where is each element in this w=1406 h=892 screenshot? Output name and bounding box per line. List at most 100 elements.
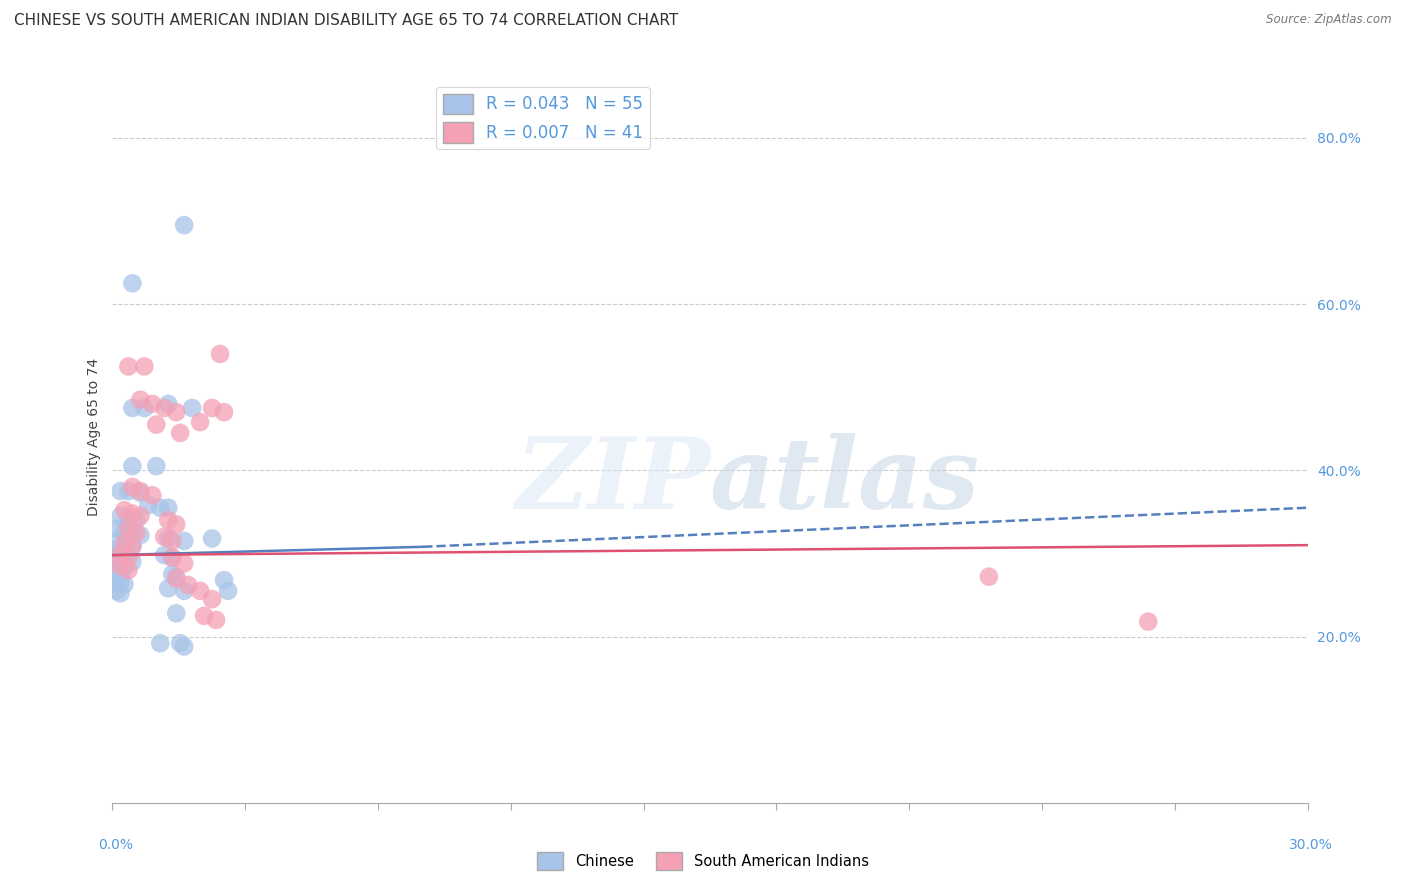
Text: 30.0%: 30.0% <box>1288 838 1333 853</box>
Point <box>105 583 128 598</box>
Point <box>162 550 183 565</box>
Point <box>125 513 148 527</box>
Point <box>977 570 1000 584</box>
Point <box>121 525 143 540</box>
Point <box>117 511 139 525</box>
Point <box>134 359 156 374</box>
Point <box>141 488 163 502</box>
Point <box>121 538 143 552</box>
Point <box>105 573 128 587</box>
Point <box>145 459 167 474</box>
Point <box>114 553 135 567</box>
Point <box>173 583 195 598</box>
Point <box>129 528 152 542</box>
Point <box>114 536 135 550</box>
Point <box>165 517 187 532</box>
Point <box>121 540 143 554</box>
Point <box>117 521 139 535</box>
Point <box>105 542 128 557</box>
Point <box>201 401 224 415</box>
Y-axis label: Disability Age 65 to 74: Disability Age 65 to 74 <box>87 358 101 516</box>
Point <box>157 532 180 546</box>
Legend: Chinese, South American Indians: Chinese, South American Indians <box>531 847 875 876</box>
Point <box>129 392 152 407</box>
Point <box>117 359 139 374</box>
Point <box>110 569 132 583</box>
Point <box>212 573 235 587</box>
Point <box>157 513 180 527</box>
Text: Source: ZipAtlas.com: Source: ZipAtlas.com <box>1267 13 1392 27</box>
Point <box>201 532 224 546</box>
Point <box>105 558 128 573</box>
Point <box>121 459 143 474</box>
Point <box>138 498 160 512</box>
Point <box>157 500 180 515</box>
Point <box>110 575 132 590</box>
Point <box>201 592 224 607</box>
Point <box>169 425 191 440</box>
Point <box>114 523 135 537</box>
Point <box>117 550 139 565</box>
Point <box>208 347 231 361</box>
Point <box>105 550 128 565</box>
Point <box>110 586 132 600</box>
Point <box>125 525 148 540</box>
Point <box>149 500 172 515</box>
Point <box>105 521 128 535</box>
Point <box>114 560 135 574</box>
Point <box>162 550 183 565</box>
Point <box>114 536 135 550</box>
Point <box>129 509 152 524</box>
Point <box>141 397 163 411</box>
Point <box>205 613 228 627</box>
Point <box>188 415 211 429</box>
Point <box>173 218 195 232</box>
Point <box>153 548 176 562</box>
Point <box>157 582 180 596</box>
Point <box>121 401 143 415</box>
Point <box>153 530 176 544</box>
Point <box>169 636 191 650</box>
Point <box>212 405 235 419</box>
Point <box>165 571 187 585</box>
Point <box>157 397 180 411</box>
Point <box>165 570 187 584</box>
Text: ZIP: ZIP <box>515 433 710 529</box>
Point <box>162 533 183 548</box>
Point <box>177 578 200 592</box>
Point <box>188 583 211 598</box>
Text: atlas: atlas <box>710 433 980 529</box>
Point <box>181 401 204 415</box>
Point <box>129 485 152 500</box>
Point <box>173 640 195 654</box>
Point <box>153 401 176 415</box>
Point <box>110 509 132 524</box>
Point <box>162 567 183 582</box>
Point <box>110 484 132 499</box>
Point <box>129 484 152 499</box>
Point <box>105 533 128 548</box>
Point <box>117 563 139 577</box>
Point <box>121 555 143 569</box>
Point <box>165 607 187 621</box>
Point <box>121 480 143 494</box>
Point <box>134 401 156 415</box>
Point <box>105 567 128 582</box>
Text: 0.0%: 0.0% <box>98 838 132 853</box>
Legend: R = 0.043   N = 55, R = 0.007   N = 41: R = 0.043 N = 55, R = 0.007 N = 41 <box>436 87 650 149</box>
Point <box>193 608 215 623</box>
Point <box>121 507 143 521</box>
Point <box>1137 615 1160 629</box>
Text: CHINESE VS SOUTH AMERICAN INDIAN DISABILITY AGE 65 TO 74 CORRELATION CHART: CHINESE VS SOUTH AMERICAN INDIAN DISABIL… <box>14 13 678 29</box>
Point <box>110 548 132 562</box>
Point <box>110 544 132 558</box>
Point <box>145 417 167 432</box>
Point <box>121 277 143 291</box>
Point <box>173 533 195 548</box>
Point <box>165 405 187 419</box>
Point <box>173 557 195 571</box>
Point <box>117 484 139 499</box>
Point <box>149 636 172 650</box>
Point <box>217 583 239 598</box>
Point <box>110 558 132 573</box>
